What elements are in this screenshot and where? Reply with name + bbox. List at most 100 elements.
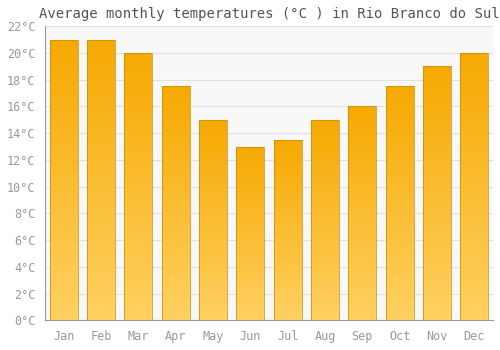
Bar	[460, 106, 488, 112]
Bar	[162, 142, 190, 147]
Bar	[460, 224, 488, 230]
Bar	[460, 165, 488, 171]
Bar	[386, 227, 413, 231]
Bar	[236, 192, 264, 195]
Bar	[423, 219, 451, 224]
Bar	[274, 273, 302, 277]
Bar	[386, 203, 413, 208]
Bar	[274, 237, 302, 241]
Bar	[124, 176, 152, 181]
Bar	[124, 304, 152, 310]
Bar	[348, 183, 376, 188]
Bar	[348, 247, 376, 252]
Bar	[348, 166, 376, 171]
Bar	[236, 181, 264, 185]
Bar	[386, 278, 413, 283]
Bar	[348, 192, 376, 196]
Bar	[199, 252, 227, 256]
Bar	[348, 154, 376, 158]
Bar	[50, 96, 78, 101]
Bar	[236, 307, 264, 310]
Bar	[199, 300, 227, 304]
Bar	[87, 163, 115, 169]
Bar	[124, 267, 152, 272]
Bar	[423, 203, 451, 209]
Bar	[236, 188, 264, 192]
Bar	[124, 240, 152, 245]
Bar	[274, 140, 302, 320]
Bar	[348, 149, 376, 154]
Bar	[386, 138, 413, 142]
Bar	[124, 192, 152, 197]
Bar	[50, 208, 78, 213]
Bar	[423, 229, 451, 234]
Bar	[311, 128, 339, 132]
Bar	[460, 90, 488, 96]
Bar	[87, 225, 115, 231]
Bar	[50, 90, 78, 96]
Bar	[50, 146, 78, 152]
Bar	[236, 147, 264, 320]
Bar	[460, 58, 488, 64]
Bar	[162, 245, 190, 250]
Bar	[423, 259, 451, 265]
Bar	[236, 237, 264, 240]
Bar	[124, 112, 152, 117]
Bar	[460, 160, 488, 165]
Bar	[311, 232, 339, 236]
Bar	[386, 114, 413, 119]
Bar	[199, 304, 227, 308]
Bar	[274, 172, 302, 176]
Bar	[423, 209, 451, 214]
Bar	[460, 214, 488, 219]
Bar	[348, 162, 376, 166]
Bar	[348, 214, 376, 218]
Bar	[386, 152, 413, 156]
Bar	[199, 204, 227, 208]
Bar	[386, 283, 413, 288]
Bar	[87, 90, 115, 96]
Bar	[274, 266, 302, 270]
Bar	[124, 283, 152, 288]
Bar	[199, 136, 227, 140]
Bar	[423, 178, 451, 183]
Bar	[423, 117, 451, 122]
Bar	[124, 251, 152, 256]
Bar	[236, 185, 264, 188]
Bar	[274, 144, 302, 147]
Bar	[124, 133, 152, 139]
Bar	[124, 96, 152, 101]
Bar	[87, 208, 115, 213]
Bar	[87, 135, 115, 141]
Bar	[460, 181, 488, 187]
Bar	[386, 180, 413, 185]
Bar	[50, 45, 78, 51]
Bar	[236, 265, 264, 268]
Bar	[199, 160, 227, 164]
Bar	[87, 197, 115, 202]
Bar	[199, 120, 227, 320]
Bar	[311, 172, 339, 176]
Bar	[50, 315, 78, 320]
Bar	[236, 293, 264, 296]
Bar	[124, 203, 152, 208]
Bar	[311, 156, 339, 160]
Bar	[236, 258, 264, 261]
Bar	[423, 66, 451, 320]
Bar	[348, 188, 376, 192]
Bar	[124, 69, 152, 75]
Bar	[460, 69, 488, 75]
Bar	[274, 216, 302, 219]
Bar	[423, 249, 451, 254]
Bar	[236, 279, 264, 282]
Bar	[274, 270, 302, 273]
Bar	[162, 194, 190, 199]
Bar	[460, 315, 488, 320]
Bar	[162, 236, 190, 241]
Bar	[311, 288, 339, 292]
Bar	[50, 113, 78, 118]
Bar	[423, 71, 451, 77]
Bar	[87, 292, 115, 298]
Bar	[50, 62, 78, 68]
Bar	[236, 178, 264, 181]
